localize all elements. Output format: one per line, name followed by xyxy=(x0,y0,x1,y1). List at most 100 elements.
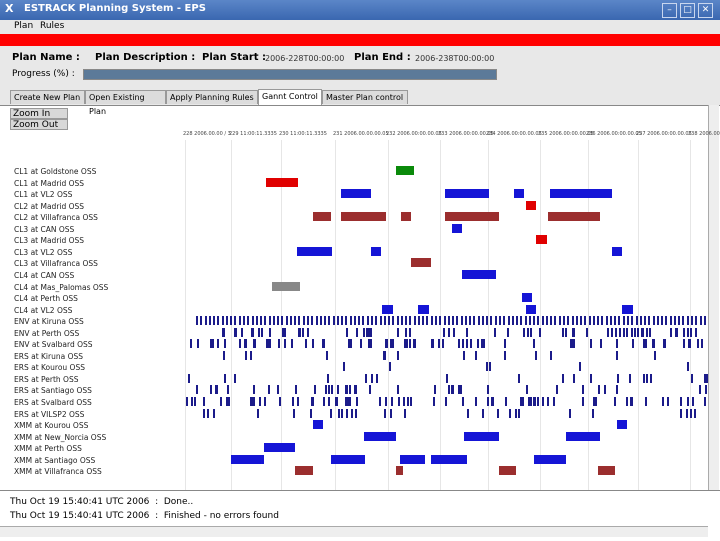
gantt-tick[interactable] xyxy=(689,327,692,337)
gantt-tick[interactable] xyxy=(384,339,387,349)
gantt-tick[interactable] xyxy=(549,350,552,360)
gantt-tick[interactable] xyxy=(196,316,198,326)
gantt-tick[interactable] xyxy=(661,316,664,326)
gantt-tick[interactable] xyxy=(346,327,348,337)
gantt-tick[interactable] xyxy=(442,327,445,337)
gantt-bar[interactable] xyxy=(522,293,532,303)
gantt-tick[interactable] xyxy=(462,350,465,360)
gantt-tick[interactable] xyxy=(417,316,420,326)
gantt-tick[interactable] xyxy=(390,339,393,349)
gantt-tick[interactable] xyxy=(474,397,477,406)
minimize-button[interactable]: – xyxy=(662,3,677,18)
gantt-tick[interactable] xyxy=(328,385,331,395)
gantt-tick[interactable] xyxy=(200,316,203,326)
gantt-tick[interactable] xyxy=(640,327,643,337)
gantt-tick[interactable] xyxy=(539,327,542,337)
gantt-tick[interactable] xyxy=(216,339,219,349)
gantt-tick[interactable] xyxy=(212,408,215,418)
gantt-tick[interactable] xyxy=(485,362,488,372)
gantt-tick[interactable] xyxy=(686,327,689,337)
gantt-bar[interactable] xyxy=(341,189,371,199)
gantt-tick[interactable] xyxy=(662,339,665,349)
gantt-tick[interactable] xyxy=(514,408,517,418)
gantt-tick[interactable] xyxy=(242,316,245,326)
gantt-tick[interactable] xyxy=(675,327,678,337)
gantt-tick[interactable] xyxy=(405,316,408,326)
gantt-tick[interactable] xyxy=(396,350,399,360)
gantt-tick[interactable] xyxy=(644,316,646,326)
gantt-tick[interactable] xyxy=(406,397,409,406)
gantt-tick[interactable] xyxy=(682,327,685,337)
gantt-bar[interactable] xyxy=(534,454,566,464)
gantt-tick[interactable] xyxy=(597,385,600,395)
gantt-bar[interactable] xyxy=(445,189,489,199)
gantt-tick[interactable] xyxy=(391,339,394,349)
gantt-tick[interactable] xyxy=(445,397,448,406)
gantt-tick[interactable] xyxy=(646,373,649,383)
gantt-tick[interactable] xyxy=(588,316,591,326)
gantt-tick[interactable] xyxy=(439,316,442,326)
gantt-tick[interactable] xyxy=(568,408,571,418)
gantt-tick[interactable] xyxy=(227,397,230,406)
gantt-tick[interactable] xyxy=(405,339,408,349)
gantt-tick[interactable] xyxy=(190,339,193,349)
gantt-tick[interactable] xyxy=(233,373,236,383)
gantt-tick[interactable] xyxy=(385,397,388,406)
gantt-tick[interactable] xyxy=(461,339,464,349)
gantt-tick[interactable] xyxy=(364,373,367,383)
gantt-tick[interactable] xyxy=(572,327,575,337)
gantt-tick[interactable] xyxy=(268,316,271,326)
gantt-tick[interactable] xyxy=(220,397,223,406)
gantt-tick[interactable] xyxy=(234,316,237,326)
gantt-tick[interactable] xyxy=(226,397,228,406)
gantt-tick[interactable] xyxy=(451,385,454,395)
gantt-tick[interactable] xyxy=(662,397,665,406)
gantt-tick[interactable] xyxy=(466,327,469,337)
gantt-tick[interactable] xyxy=(665,316,668,326)
gantt-tick[interactable] xyxy=(306,316,309,326)
gantt-tick[interactable] xyxy=(342,362,345,372)
gantt-tick[interactable] xyxy=(528,397,531,406)
gantt-tick[interactable] xyxy=(664,339,667,349)
gantt-tick[interactable] xyxy=(413,339,416,349)
gantt-tick[interactable] xyxy=(572,339,575,349)
gantt-tick[interactable] xyxy=(673,316,676,326)
gantt-bar[interactable] xyxy=(526,200,536,210)
gantt-tick[interactable] xyxy=(689,339,692,349)
gantt-tick[interactable] xyxy=(503,339,506,349)
gantt-tick[interactable] xyxy=(210,385,213,395)
gantt-tick[interactable] xyxy=(589,373,592,383)
gantt-tick[interactable] xyxy=(226,385,229,395)
gantt-tick[interactable] xyxy=(586,327,589,337)
gantt-tick[interactable] xyxy=(642,373,645,383)
gantt-tick[interactable] xyxy=(447,327,450,337)
gantt-tick[interactable] xyxy=(347,397,350,406)
tab-gannt-control[interactable]: Gannt Control xyxy=(258,89,322,105)
gantt-tick[interactable] xyxy=(255,316,258,326)
gantt-tick[interactable] xyxy=(351,408,354,418)
gantt-tick[interactable] xyxy=(565,327,568,337)
gantt-tick[interactable] xyxy=(196,385,199,395)
gantt-bar[interactable] xyxy=(536,235,547,245)
gantt-tick[interactable] xyxy=(683,339,686,349)
gantt-tick[interactable] xyxy=(313,385,316,395)
tab-create-new-plan[interactable]: Create New Plan xyxy=(10,90,85,104)
gantt-tick[interactable] xyxy=(337,408,340,418)
gantt-tick[interactable] xyxy=(322,397,325,406)
gantt-tick[interactable] xyxy=(456,316,459,326)
gantt-tick[interactable] xyxy=(490,316,493,326)
gantt-tick[interactable] xyxy=(592,397,595,406)
gantt-bar[interactable] xyxy=(401,212,411,222)
gantt-tick[interactable] xyxy=(520,316,523,326)
gantt-bar[interactable] xyxy=(371,246,381,256)
gantt-tick[interactable] xyxy=(569,339,572,349)
gantt-tick[interactable] xyxy=(239,339,242,349)
gantt-tick[interactable] xyxy=(486,316,489,326)
gantt-tick[interactable] xyxy=(686,408,689,418)
gantt-bar[interactable] xyxy=(272,281,300,291)
gantt-tick[interactable] xyxy=(570,339,573,349)
gantt-tick[interactable] xyxy=(679,408,682,418)
gantt-tick[interactable] xyxy=(644,397,647,406)
gantt-tick[interactable] xyxy=(629,373,632,383)
gantt-tick[interactable] xyxy=(626,397,629,406)
